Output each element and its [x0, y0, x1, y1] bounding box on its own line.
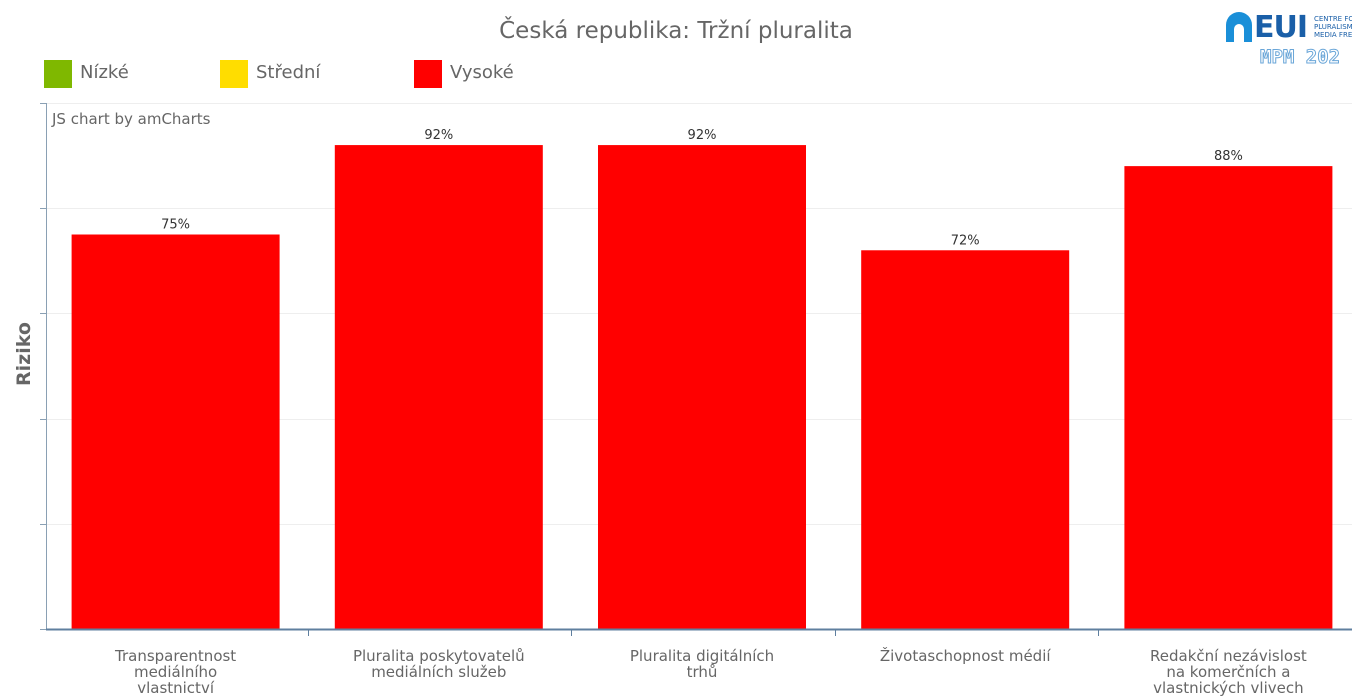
- legend-label-low: Nízké: [80, 62, 129, 83]
- legend-label-medium: Střední: [256, 62, 321, 83]
- bar[interactable]: [71, 234, 280, 630]
- bar-value-label: 75%: [161, 218, 190, 233]
- x-tick-label: Životaschopnost médií: [865, 648, 1065, 664]
- eui-logo-text: EUI: [1254, 10, 1308, 45]
- x-tick-label-line: na komerčních a: [1166, 663, 1291, 681]
- bar[interactable]: [861, 250, 1070, 629]
- bar-value-label: 92%: [688, 128, 717, 143]
- x-tick-label-line: trhů: [686, 663, 718, 681]
- legend-swatch-low: [44, 60, 72, 88]
- x-tick-label: Pluralita digitálních trhů: [602, 648, 802, 680]
- mpm-logo-text: MPM 202: [1259, 46, 1341, 69]
- x-tick-label-line: mediálního: [133, 663, 218, 681]
- eui-logo-subtitle-line: MEDIA FREEDOM: [1314, 31, 1352, 39]
- eui-logo-subtitle-line: CENTRE FOR MEDIA: [1314, 15, 1352, 23]
- x-tick-label-line: Pluralita digitálních: [629, 647, 775, 665]
- eui-logo-subtitle: CENTRE FOR MEDIA PLURALISM AND MEDIA FRE…: [1314, 15, 1352, 39]
- bar[interactable]: [598, 145, 806, 629]
- amcharts-credit[interactable]: JS chart by amCharts: [52, 110, 211, 128]
- x-tick-label-line: Pluralita poskytovatelů: [352, 647, 525, 665]
- legend-swatch-medium: [220, 60, 248, 88]
- x-tick-label-line: vlastnictví: [137, 679, 214, 697]
- bar[interactable]: [1124, 166, 1333, 629]
- legend-swatch-high: [414, 60, 442, 88]
- x-tick-label-line: Životaschopnost médií: [879, 647, 1051, 665]
- eui-logo: EUI CENTRE FOR MEDIA PLURALISM AND MEDIA…: [1222, 8, 1352, 72]
- y-axis-label: Riziko: [13, 322, 35, 386]
- bar-value-label: 92%: [424, 128, 453, 143]
- bar-value-label: 72%: [951, 233, 980, 248]
- legend-label-high: Vysoké: [450, 62, 514, 83]
- x-tick-label-line: Transparentnost: [115, 647, 237, 665]
- bar-value-label: 88%: [1214, 149, 1243, 164]
- x-tick-label-line: vlastnických vlivech: [1153, 679, 1304, 697]
- x-tick-label-line: mediálních služeb: [371, 663, 507, 681]
- x-tick-label: Redakční nezávislost na komerčních a vlast…: [1128, 648, 1328, 696]
- chart-title: Česká republika: Tržní pluralita: [499, 18, 853, 44]
- x-tick-label-line: Redakční nezávislost: [1150, 647, 1307, 665]
- eui-logo-mark: [1226, 12, 1252, 42]
- eui-logo-subtitle-line: PLURALISM AND: [1314, 23, 1352, 31]
- bar[interactable]: [334, 145, 543, 629]
- x-tick-label: Transparentnost mediálního vlastnictví: [76, 648, 276, 696]
- x-tick-label: Pluralita poskytovatelů mediálních služeb: [339, 648, 539, 680]
